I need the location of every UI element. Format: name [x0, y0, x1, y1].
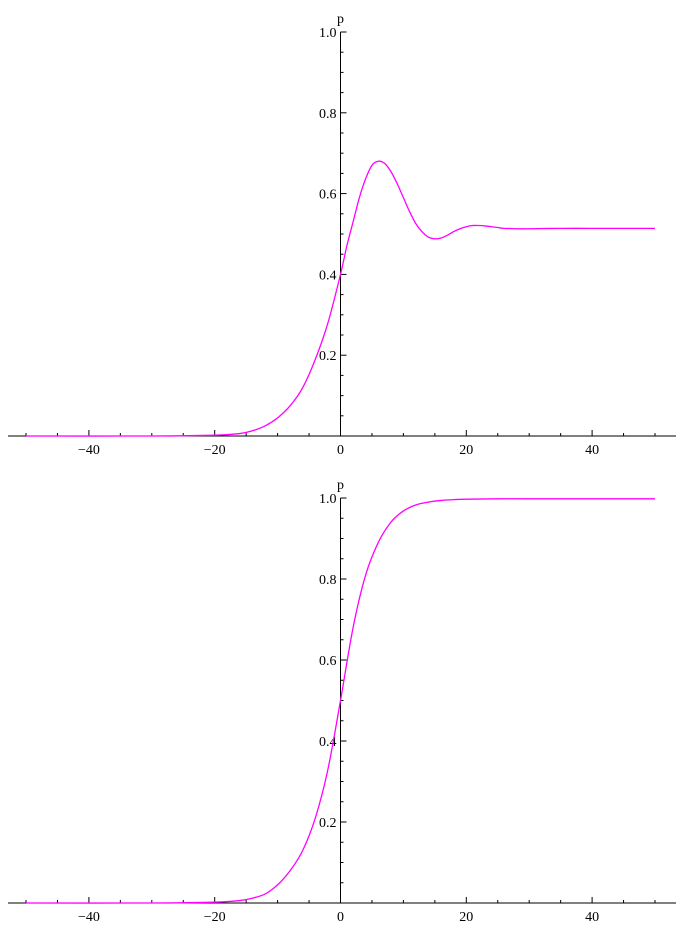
chart-top: −40 −20 0 20 40 0.2 0.4 0.6 0.8 1.0p [8, 12, 676, 458]
x-tick-label: −20 [204, 443, 226, 458]
chart-bottom: −40 −20 0 20 400.20.40.60.81.0p [8, 478, 676, 925]
x-tick-label: −40 [78, 443, 100, 458]
y-tick-label: 0.6 [319, 654, 337, 669]
x-tick-label: 20 [459, 910, 473, 925]
x-tick-label: 40 [585, 910, 599, 925]
y-tick-label: 0.8 [319, 107, 337, 122]
x-tick-label: 0 [337, 443, 344, 458]
series-line [25, 160, 655, 437]
y-tick-label: 0.6 [319, 188, 337, 203]
y-axis-title: p [337, 12, 344, 27]
y-tick-label: 0.2 [319, 816, 337, 831]
x-tick-label: −20 [204, 910, 226, 925]
x-tick-label: 40 [585, 443, 599, 458]
y-tick-label: 1.0 [319, 492, 337, 507]
y-tick-label: 0.2 [319, 349, 337, 364]
y-tick-label: 0.4 [319, 268, 337, 283]
y-axis-title: p [337, 478, 344, 493]
series-line [25, 498, 655, 904]
x-tick-label: −40 [78, 910, 100, 925]
y-tick-label: 0.8 [319, 573, 337, 588]
x-tick-label: 0 [337, 910, 344, 925]
x-tick-label: 20 [459, 443, 473, 458]
y-tick-label: 1.0 [319, 26, 337, 41]
